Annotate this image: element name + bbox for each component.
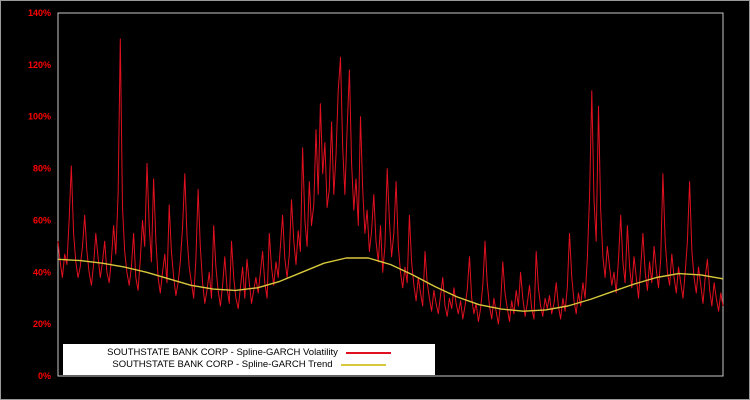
y-tick-label: 60% <box>33 215 51 225</box>
y-tick-label: 100% <box>28 112 51 122</box>
trend-series-line <box>57 257 724 312</box>
volatility-line-sample <box>345 352 391 354</box>
legend-item-volatility: SOUTHSTATE BANK CORP - Spline-GARCH Vola… <box>63 347 435 359</box>
y-tick-label: 120% <box>28 60 51 70</box>
trend-line-sample <box>340 364 386 366</box>
legend-label-trend: SOUTHSTATE BANK CORP - Spline-GARCH Tren… <box>112 359 333 370</box>
y-tick-label: 80% <box>33 164 51 174</box>
plot-frame <box>57 12 724 377</box>
y-tick-label: 140% <box>28 8 51 18</box>
chart-legend: SOUTHSTATE BANK CORP - Spline-GARCH Vola… <box>63 344 435 375</box>
y-tick-label: 40% <box>33 267 51 277</box>
volatility-series-line <box>57 38 724 325</box>
y-tick-label: 20% <box>33 319 51 329</box>
y-tick-label: 0% <box>38 371 51 381</box>
legend-item-trend: SOUTHSTATE BANK CORP - Spline-GARCH Tren… <box>63 359 435 371</box>
legend-label-volatility: SOUTHSTATE BANK CORP - Spline-GARCH Vola… <box>107 347 338 358</box>
